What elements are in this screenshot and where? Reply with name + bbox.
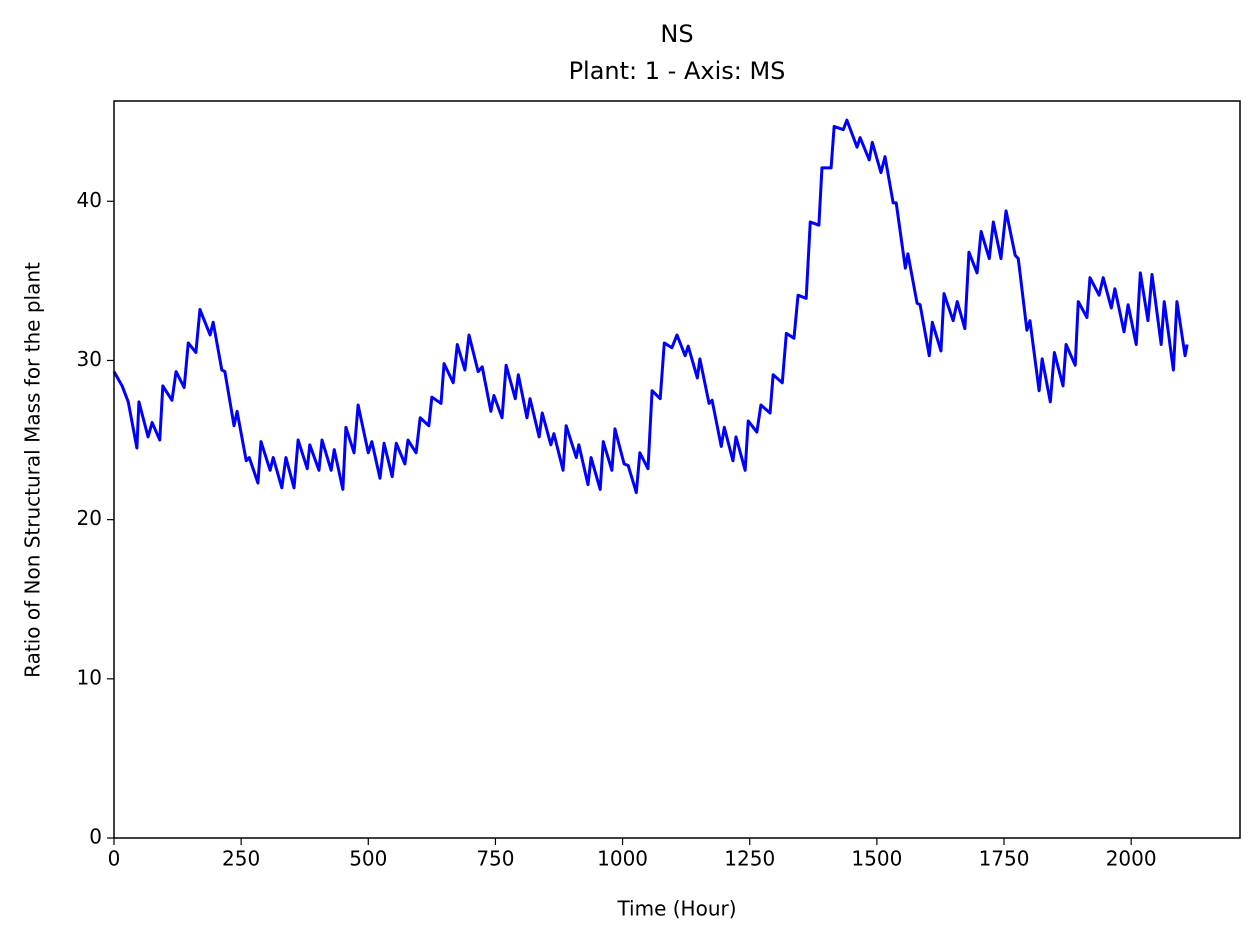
x-tick-label: 1250	[724, 847, 775, 871]
x-tick-label: 1750	[979, 847, 1030, 871]
y-axis-label: Ratio of Non Structural Mass for the pla…	[21, 262, 45, 678]
x-tick-label: 0	[108, 847, 121, 871]
x-tick-label: 1500	[851, 847, 902, 871]
chart-title: NS	[660, 20, 693, 48]
x-axis-label: Time (Hour)	[616, 897, 736, 921]
plot-frame	[113, 100, 1241, 839]
x-tick-label: 1000	[597, 847, 648, 871]
data-line	[112, 118, 1189, 495]
y-tick-label: 10	[77, 665, 102, 689]
y-tick-label: 30	[77, 347, 102, 371]
chart-subtitle: Plant: 1 - Axis: MS	[569, 57, 786, 85]
y-tick-label: 20	[77, 506, 102, 530]
x-tick-label: 250	[222, 847, 260, 871]
x-tick-label: 500	[349, 847, 387, 871]
x-tick-label: 750	[476, 847, 514, 871]
y-tick-label: 40	[77, 188, 102, 212]
x-tick-label: 2000	[1106, 847, 1157, 871]
y-tick-label: 0	[89, 825, 102, 849]
